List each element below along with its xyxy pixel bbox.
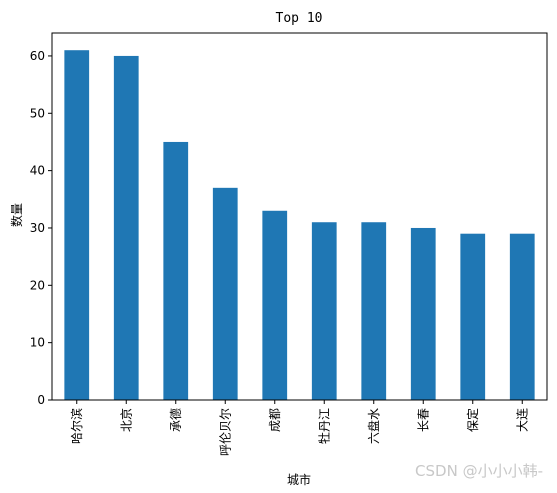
- chart-title: Top 10: [276, 11, 323, 26]
- x-tick-label: 北京: [119, 408, 133, 432]
- bar: [64, 50, 90, 400]
- y-tick-label: 20: [30, 278, 45, 292]
- bar: [163, 141, 189, 400]
- bar: [509, 233, 535, 400]
- y-axis-label: 数量: [9, 203, 24, 227]
- y-tick-label: 40: [30, 164, 45, 178]
- axes-frame: [51, 32, 548, 401]
- y-tick-label: 30: [30, 221, 45, 235]
- bar: [113, 55, 139, 400]
- x-tick-label: 长春: [416, 408, 430, 432]
- y-tick-label: 0: [37, 393, 45, 407]
- x-tick-label: 大连: [514, 408, 529, 432]
- watermark: CSDN @小小小韩-: [415, 462, 543, 480]
- x-tick-label: 保定: [465, 408, 480, 432]
- y-tick-label: 60: [30, 49, 45, 63]
- x-tick-label: 六盘水: [366, 408, 381, 444]
- plot-area: 0 10 20 30 40 50 60 哈尔滨 北京 承德 呼伦贝尔 成都 牡丹江 六盘水 长春 保定 大连: [30, 32, 548, 456]
- bar: [311, 222, 337, 400]
- bar: [460, 233, 486, 400]
- bar: [410, 227, 436, 400]
- bar: [361, 222, 387, 400]
- bar: [212, 187, 238, 400]
- y-tick-label: 10: [30, 336, 45, 350]
- y-tick-label: 50: [30, 106, 45, 120]
- x-tick-label: 牡丹江: [316, 408, 331, 444]
- x-tick-label: 成都: [268, 408, 282, 432]
- x-axis-label: 城市: [287, 472, 311, 487]
- x-tick-label: 承德: [168, 408, 183, 432]
- x-tick-label: 呼伦贝尔: [217, 408, 232, 456]
- x-tick-label: 哈尔滨: [69, 408, 84, 444]
- bar: [262, 210, 288, 400]
